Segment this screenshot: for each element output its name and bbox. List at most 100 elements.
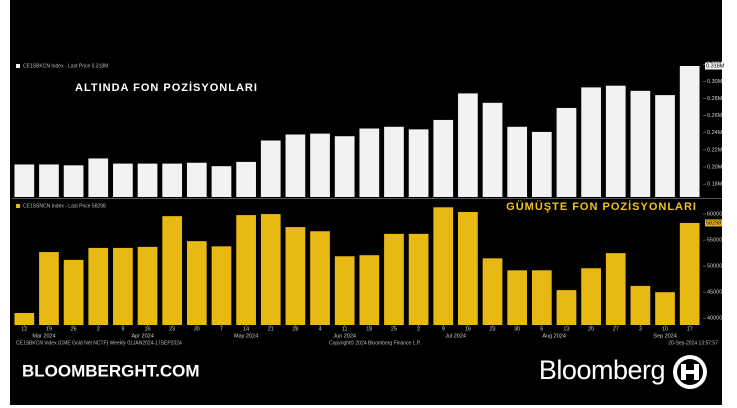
bar bbox=[581, 268, 601, 325]
month-label: May 2024 bbox=[234, 333, 258, 339]
bar bbox=[605, 253, 626, 325]
bar bbox=[531, 270, 552, 325]
x-tick-label: 21 bbox=[268, 326, 274, 332]
bar bbox=[63, 259, 84, 325]
legend-swatch bbox=[16, 64, 20, 68]
bar bbox=[14, 313, 35, 325]
y-tick-label: 0.28M bbox=[707, 96, 723, 102]
bar bbox=[186, 241, 207, 325]
bar bbox=[162, 216, 183, 325]
bar bbox=[655, 95, 675, 197]
footer-right: 20-Sep-2024 13:57:57 bbox=[668, 340, 718, 346]
legend-label: CE1SBKCN Index - Last Price 0.318M bbox=[23, 63, 108, 69]
legend-label: CE1SSNCN Index - Last Price 58298 bbox=[23, 203, 106, 209]
bar bbox=[655, 292, 675, 325]
bar bbox=[531, 131, 552, 197]
month-label: Jul 2024 bbox=[445, 333, 466, 339]
x-tick-label: 11 bbox=[342, 326, 348, 332]
bar bbox=[359, 128, 380, 197]
site-name: BLOOMBERGHT.COM bbox=[22, 361, 200, 380]
month-label: Sep 2024 bbox=[653, 333, 677, 339]
bar bbox=[581, 87, 601, 197]
x-tick-label: 9 bbox=[121, 326, 124, 332]
x-tick-label: 23 bbox=[489, 326, 495, 332]
y-tick-label: 40000 bbox=[707, 316, 722, 322]
x-tick-label: 25 bbox=[391, 326, 397, 332]
x-tick-label: 4 bbox=[319, 326, 322, 332]
month-label: Jun 2024 bbox=[333, 333, 356, 339]
x-tick-label: 18 bbox=[366, 326, 372, 332]
bar bbox=[433, 119, 454, 197]
bar bbox=[679, 65, 700, 198]
bar bbox=[433, 207, 454, 325]
last-price-label: 58298 bbox=[706, 220, 721, 226]
bar bbox=[113, 163, 133, 197]
x-tick-label: 2 bbox=[97, 326, 100, 332]
last-price-box bbox=[705, 219, 722, 227]
y-tick-label: 0.22M bbox=[707, 147, 723, 153]
y-tick-label: 0.20M bbox=[707, 164, 723, 170]
bar bbox=[186, 162, 207, 197]
x-tick-label: 10 bbox=[662, 326, 668, 332]
bar bbox=[458, 93, 478, 197]
bar bbox=[605, 85, 626, 197]
y-tick-label: 0.26M bbox=[707, 113, 723, 119]
month-label: Aug 2024 bbox=[542, 333, 566, 339]
bar bbox=[679, 222, 700, 325]
x-tick-label: 30 bbox=[514, 326, 520, 332]
x-tick-label: 7 bbox=[220, 326, 223, 332]
bar bbox=[137, 163, 158, 197]
x-tick-label: 23 bbox=[169, 326, 175, 332]
x-tick-label: 12 bbox=[21, 326, 27, 332]
last-price-label: 0.318M bbox=[706, 63, 725, 69]
logo-text: Bloomberg bbox=[539, 355, 665, 385]
bar bbox=[384, 233, 404, 325]
legend-swatch bbox=[16, 204, 20, 208]
x-tick-label: 26 bbox=[71, 326, 77, 332]
bar bbox=[482, 102, 503, 197]
bar bbox=[285, 227, 306, 325]
bar bbox=[556, 290, 577, 325]
bar bbox=[285, 134, 306, 197]
y-tick-label: 0.24M bbox=[707, 130, 723, 136]
bar bbox=[88, 247, 109, 325]
bar bbox=[211, 246, 232, 325]
bar bbox=[384, 126, 404, 197]
bar bbox=[408, 233, 429, 325]
bar bbox=[260, 140, 281, 197]
y-tick-label: 45000 bbox=[707, 290, 722, 296]
x-tick-label: 2 bbox=[417, 326, 420, 332]
month-label: Apr 2024 bbox=[131, 333, 153, 339]
y-tick-label: 0.30M bbox=[707, 79, 723, 85]
bar bbox=[137, 246, 158, 325]
bar bbox=[88, 158, 109, 197]
x-tick-label: 14 bbox=[243, 326, 249, 332]
x-tick-label: 20 bbox=[588, 326, 594, 332]
x-tick-label: 28 bbox=[292, 326, 298, 332]
y-tick-label: 60000 bbox=[707, 212, 722, 218]
logo-icon bbox=[673, 355, 707, 389]
y-tick-label: 0.18M bbox=[707, 182, 723, 188]
chart-title: GÜMÜŞTE FON POZİSYONLARI bbox=[506, 200, 697, 213]
bar bbox=[507, 126, 528, 197]
chart-title: ALTINDA FON POZİSYONLARI bbox=[75, 81, 258, 94]
y-tick-label: 50000 bbox=[707, 264, 722, 270]
bar bbox=[211, 166, 232, 197]
bar bbox=[236, 215, 256, 325]
bar bbox=[556, 107, 577, 197]
bar bbox=[334, 136, 355, 197]
x-tick-label: 30 bbox=[194, 326, 200, 332]
x-tick-label: 19 bbox=[46, 326, 52, 332]
x-tick-label: 9 bbox=[442, 326, 445, 332]
x-tick-label: 16 bbox=[144, 326, 150, 332]
bar bbox=[39, 164, 59, 197]
bar bbox=[310, 231, 330, 325]
bar bbox=[408, 129, 429, 197]
y-tick-label: 55000 bbox=[707, 238, 722, 244]
x-tick-label: 13 bbox=[563, 326, 569, 332]
last-price-box bbox=[705, 62, 722, 70]
bar bbox=[39, 252, 59, 325]
month-label: Mar 2024 bbox=[32, 333, 55, 339]
bar bbox=[359, 255, 380, 325]
